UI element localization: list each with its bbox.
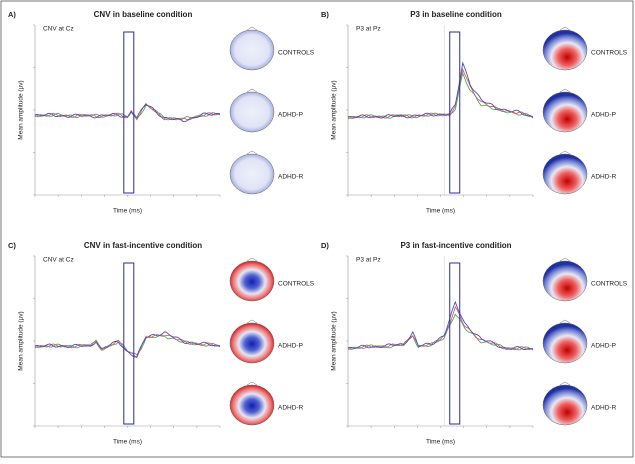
topomap-nose (246, 319, 258, 324)
waveform (34, 331, 221, 358)
panel: D) P3 in fast-incentive condition P3 at Pz… (321, 241, 628, 446)
group-label: ADHD-R (278, 174, 304, 181)
y-axis-label: Mean amplitude (µv) (18, 80, 25, 139)
channel-label: P3 at Pz (356, 257, 381, 264)
topomap-nose (246, 88, 258, 93)
topomap (542, 260, 588, 302)
analysis-window (449, 31, 461, 194)
y-axis-label: Mean amplitude (µv) (18, 311, 25, 370)
group-label: ADHD-R (278, 405, 304, 412)
group-label: CONTROLS (591, 281, 628, 288)
group-label: CONTROLS (278, 50, 315, 57)
topomap (542, 29, 588, 71)
topomap (542, 91, 588, 133)
waveform (347, 61, 534, 119)
topomap (542, 384, 588, 426)
panel-title: CNV in baseline condition (94, 10, 193, 19)
topomap-nose (559, 88, 571, 93)
topomap-nose (246, 150, 258, 155)
group-label: ADHD-P (278, 112, 303, 119)
topomap (229, 384, 275, 426)
group-label: ADHD-P (591, 343, 616, 350)
group-label: ADHD-R (591, 174, 617, 181)
waveform (347, 67, 534, 120)
group-label: CONTROLS (591, 50, 628, 57)
topomap-nose (559, 381, 571, 386)
group-label: ADHD-P (591, 112, 616, 119)
channel-label: P3 at Pz (356, 26, 381, 33)
waveform (34, 334, 221, 359)
topomap (229, 322, 275, 364)
topomap-nose (559, 257, 571, 262)
panel: A) CNV in baseline condition CNV at Cz Mean… (8, 10, 315, 215)
panel: B) P3 in baseline condition P3 at Pz Mean a… (321, 10, 628, 215)
waveform (347, 300, 534, 350)
waveform (347, 305, 534, 351)
topomap (229, 29, 275, 71)
y-axis-label: Mean amplitude (µv) (331, 80, 338, 139)
group-label: CONTROLS (278, 281, 315, 288)
group-label: ADHD-P (278, 343, 303, 350)
y-axis-label: Mean amplitude (µv) (331, 311, 338, 370)
topomap (229, 91, 275, 133)
topomap-nose (246, 381, 258, 386)
topomap (542, 153, 588, 195)
topomap-nose (246, 257, 258, 262)
channel-label: CNV at Cz (43, 257, 74, 264)
panel: C) CNV in fast-incentive condition CNV at … (8, 241, 315, 446)
panel-title: CNV in fast-incentive condition (84, 241, 202, 250)
topomap (229, 153, 275, 195)
analysis-window (123, 31, 135, 194)
x-axis-label: Time (ms) (426, 208, 455, 215)
panel-label: C) (8, 241, 16, 250)
topomap-nose (246, 26, 258, 31)
analysis-window (123, 262, 135, 425)
panel-title: P3 in fast-incentive condition (400, 241, 511, 250)
panel-label: D) (321, 241, 329, 250)
topomap-nose (559, 150, 571, 155)
topomap (542, 322, 588, 364)
x-axis-label: Time (ms) (113, 439, 142, 446)
waveform (34, 102, 221, 121)
panel-label: A) (8, 10, 16, 19)
panel-title: P3 in baseline condition (410, 10, 502, 19)
panel-label: B) (321, 10, 329, 19)
waveform (34, 103, 221, 123)
group-label: ADHD-R (591, 405, 617, 412)
topomap (229, 260, 275, 302)
x-axis-label: Time (ms) (426, 439, 455, 446)
channel-label: CNV at Cz (43, 26, 74, 33)
waveform (347, 71, 534, 120)
topomap-nose (559, 26, 571, 31)
waveform (347, 313, 534, 351)
x-axis-label: Time (ms) (113, 208, 142, 215)
analysis-window (449, 262, 461, 425)
topomap-nose (559, 319, 571, 324)
